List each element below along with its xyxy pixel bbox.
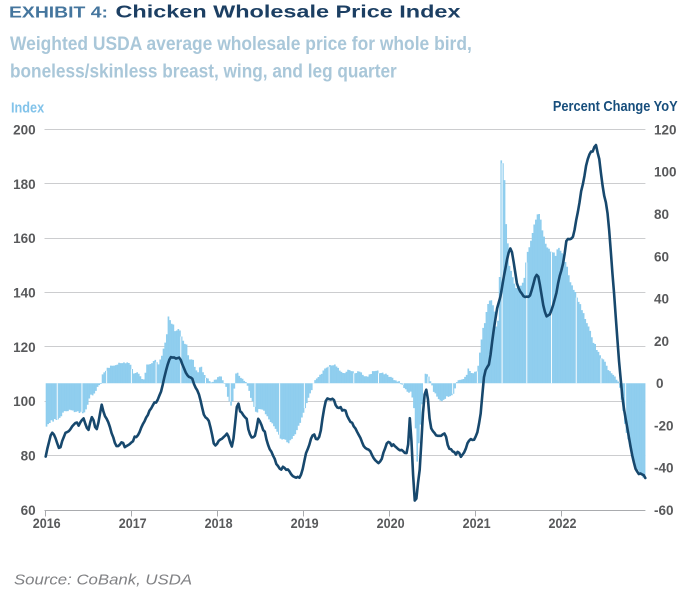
svg-text:2017: 2017: [119, 515, 147, 531]
svg-text:80: 80: [654, 207, 669, 222]
svg-text:Index: Index: [11, 100, 45, 116]
svg-text:40: 40: [654, 292, 669, 307]
svg-text:EXHIBIT 4:: EXHIBIT 4:: [9, 3, 108, 21]
svg-text:2021: 2021: [463, 515, 491, 531]
svg-text:-20: -20: [654, 418, 674, 433]
svg-text:100: 100: [13, 394, 36, 409]
svg-text:2019: 2019: [291, 515, 319, 531]
svg-text:60: 60: [21, 503, 36, 518]
svg-text:80: 80: [21, 449, 36, 464]
svg-text:180: 180: [13, 177, 36, 192]
svg-text:0: 0: [656, 376, 664, 391]
svg-text:2016: 2016: [33, 515, 61, 531]
svg-text:-40: -40: [654, 461, 674, 476]
svg-text:2022: 2022: [549, 515, 577, 531]
svg-text:20: 20: [654, 334, 669, 349]
svg-text:120: 120: [13, 340, 36, 355]
svg-text:Chicken Wholesale Price Index: Chicken Wholesale Price Index: [116, 2, 461, 22]
svg-text:160: 160: [13, 231, 36, 246]
svg-text:60: 60: [654, 249, 669, 264]
svg-text:Weighted USDA average wholesal: Weighted USDA average wholesale price fo…: [10, 32, 472, 54]
svg-text:Source: CoBank, USDA: Source: CoBank, USDA: [14, 572, 192, 588]
svg-text:120: 120: [654, 123, 677, 138]
svg-text:boneless/skinless breast, wing: boneless/skinless breast, wing, and leg …: [10, 59, 397, 81]
svg-text:140: 140: [13, 286, 36, 301]
svg-text:2018: 2018: [205, 515, 233, 531]
svg-text:Percent Change YoY: Percent Change YoY: [553, 98, 678, 114]
svg-text:2020: 2020: [377, 515, 405, 531]
svg-text:-60: -60: [654, 503, 674, 518]
svg-text:200: 200: [13, 122, 36, 137]
svg-text:100: 100: [654, 165, 677, 180]
